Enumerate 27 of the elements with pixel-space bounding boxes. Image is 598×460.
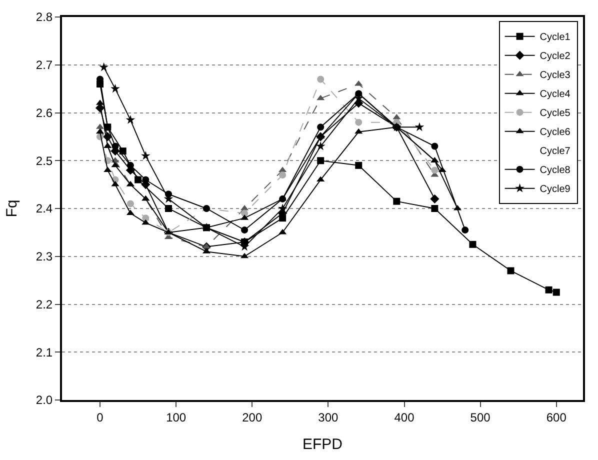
x-axis-title: EFPD bbox=[302, 436, 343, 453]
legend-label: Cycle3 bbox=[540, 70, 571, 82]
y-tick-label: 2.4 bbox=[36, 202, 53, 216]
text: Cycle7 bbox=[540, 146, 571, 158]
x-tick-label: 400 bbox=[394, 410, 415, 424]
y-tick-label: 2.3 bbox=[36, 250, 53, 264]
y-tick-label: 2.5 bbox=[36, 154, 53, 168]
x-tick-label: 100 bbox=[166, 410, 186, 424]
legend-label: Cycle6 bbox=[540, 127, 571, 138]
legend-label: Cycle2 bbox=[540, 51, 571, 62]
y-tick-label: 2.1 bbox=[36, 345, 53, 360]
y-tick-label: 2.2 bbox=[36, 297, 53, 312]
x-tick-label: 600 bbox=[546, 410, 567, 424]
x-tick-label: 300 bbox=[318, 410, 339, 424]
x-tick-label: 200 bbox=[242, 410, 262, 424]
legend-label: Cycle5 bbox=[540, 108, 571, 120]
legend-label: Cycle9 bbox=[540, 184, 571, 196]
y-tick-label: 2.7 bbox=[36, 58, 53, 72]
y-axis-title: Fq bbox=[4, 200, 21, 218]
y-tick-label: 2.6 bbox=[36, 106, 53, 120]
x-tick-label: 500 bbox=[470, 410, 491, 424]
legend-label: Cycle4 bbox=[540, 89, 571, 100]
legend-label: Cycle8 bbox=[540, 165, 571, 176]
y-tick-label: 2.8 bbox=[36, 10, 53, 24]
x-tick-label: 0 bbox=[96, 410, 104, 424]
legend-label: Cycle1 bbox=[540, 32, 571, 44]
y-tick-label: 2.0 bbox=[36, 393, 53, 408]
